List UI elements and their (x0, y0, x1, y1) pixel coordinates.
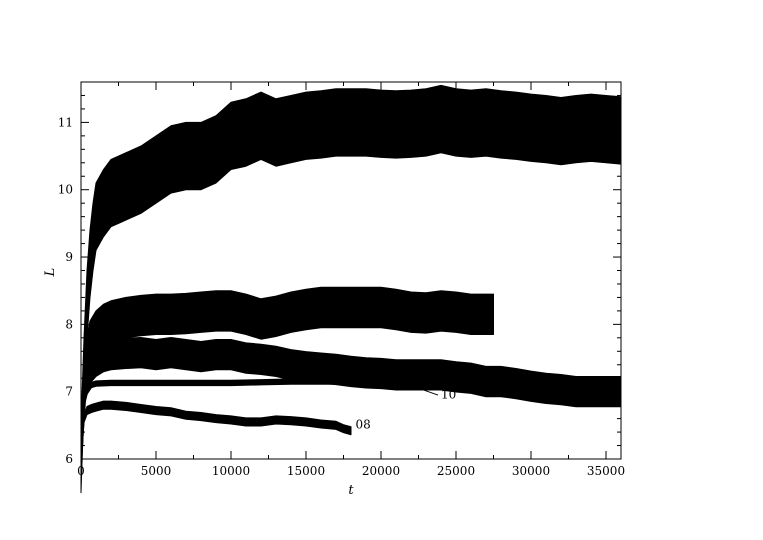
y-tick-label: 10 (58, 183, 73, 197)
x-tick-label: 30000 (512, 464, 550, 478)
series-line-06 (80, 84, 622, 494)
series-layer (80, 84, 622, 494)
y-tick-label: 7 (65, 385, 73, 399)
x-tick-label: 25000 (437, 464, 475, 478)
series-labels: 06 07 09 10 08 (356, 106, 587, 432)
y-tick-label: 6 (65, 452, 73, 466)
x-tick-label: 15000 (287, 464, 325, 478)
x-axis-ticks: 05000100001500020000250003000035000 (77, 82, 625, 478)
y-tick-label: 9 (65, 250, 73, 264)
y-axis-label: L (43, 268, 58, 278)
x-tick-label: 35000 (587, 464, 625, 478)
series-label-07: 07 (464, 300, 479, 314)
x-tick-label: 10000 (212, 464, 250, 478)
series-label-09: 09 (468, 364, 483, 378)
x-tick-label: 20000 (362, 464, 400, 478)
y-axis-ticks: 6 7 8 9 10 11 (58, 81, 621, 466)
series-label-06: 06 (572, 106, 587, 120)
x-tick-label: 5000 (141, 464, 172, 478)
x-axis-label: t (348, 483, 354, 498)
series-line-10 (80, 378, 622, 449)
series-line-07 (80, 286, 494, 480)
series-label-08: 08 (356, 418, 371, 432)
series-line-09 (80, 337, 622, 468)
series-10-leader-line (403, 382, 439, 396)
series-label-10: 10 (441, 387, 456, 401)
y-tick-label: 11 (58, 115, 73, 129)
series-line-08 (80, 400, 352, 457)
y-tick-label: 8 (65, 317, 73, 331)
